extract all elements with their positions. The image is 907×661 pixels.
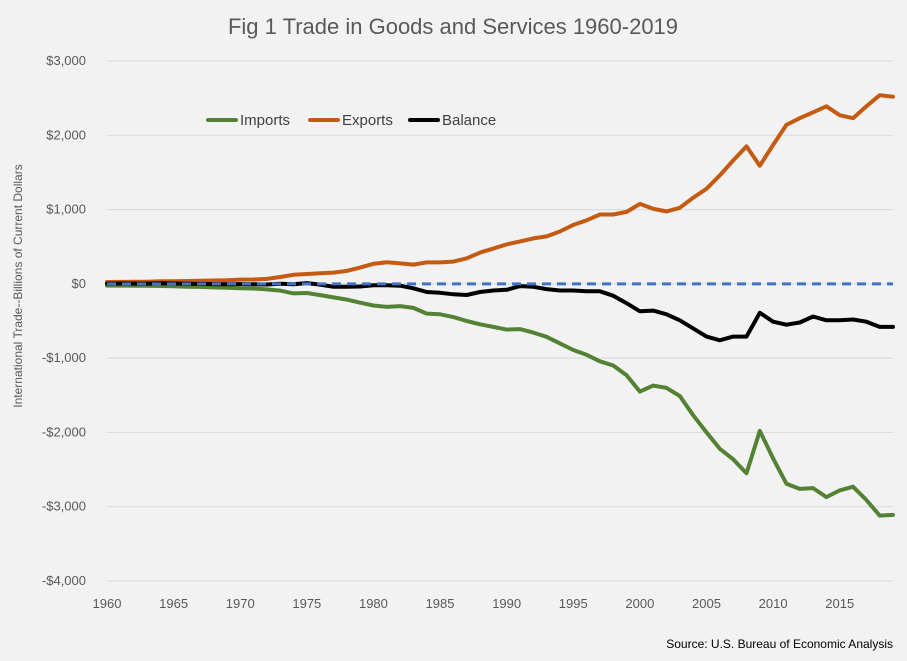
y-tick-label: -$4,000 — [42, 573, 86, 588]
x-tick-label: 1985 — [426, 596, 455, 611]
series-lines — [105, 93, 895, 518]
x-tick-label: 1995 — [559, 596, 588, 611]
legend-label-balance: Balance — [442, 112, 496, 129]
source-note: Source: U.S. Bureau of Economic Analysis — [666, 637, 893, 651]
legend: Imports Exports Balance — [206, 112, 496, 129]
y-tick-label: -$1,000 — [42, 350, 86, 365]
y-axis-label: International Trade--Billions of Current… — [11, 164, 25, 407]
x-tick-label: 2000 — [625, 596, 654, 611]
series-line-imports — [105, 283, 895, 518]
x-tick-label: 1965 — [159, 596, 188, 611]
x-tick-label: 1990 — [492, 596, 521, 611]
y-tick-label: -$2,000 — [42, 424, 86, 439]
x-tick-label: 2010 — [759, 596, 788, 611]
x-tick-label: 1975 — [292, 596, 321, 611]
series-line-balance — [105, 281, 895, 343]
x-tick-label: 1980 — [359, 596, 388, 611]
series-line-exports — [105, 93, 895, 284]
x-axis-ticks: 1960 1965 1970 1975 1980 1985 1990 1995 2000 2005… — [93, 596, 855, 611]
y-axis-ticks: $3,000 $2,000 $1,000 $0 -$1,000 -$2,000 -$3,00… — [42, 53, 86, 588]
x-tick-label: 1970 — [226, 596, 255, 611]
x-tick-label: 1960 — [93, 596, 122, 611]
legend-label-exports: Exports — [342, 112, 393, 129]
legend-label-imports: Imports — [240, 112, 290, 129]
y-tick-label: -$3,000 — [42, 499, 86, 514]
y-tick-label: $0 — [72, 276, 86, 291]
x-tick-label: 2005 — [692, 596, 721, 611]
x-tick-label: 2015 — [825, 596, 854, 611]
y-tick-label: $3,000 — [46, 53, 86, 68]
y-tick-label: $2,000 — [46, 127, 86, 142]
y-tick-label: $1,000 — [46, 202, 86, 217]
chart-title: Fig 1 Trade in Goods and Services 1960-2… — [228, 14, 678, 39]
